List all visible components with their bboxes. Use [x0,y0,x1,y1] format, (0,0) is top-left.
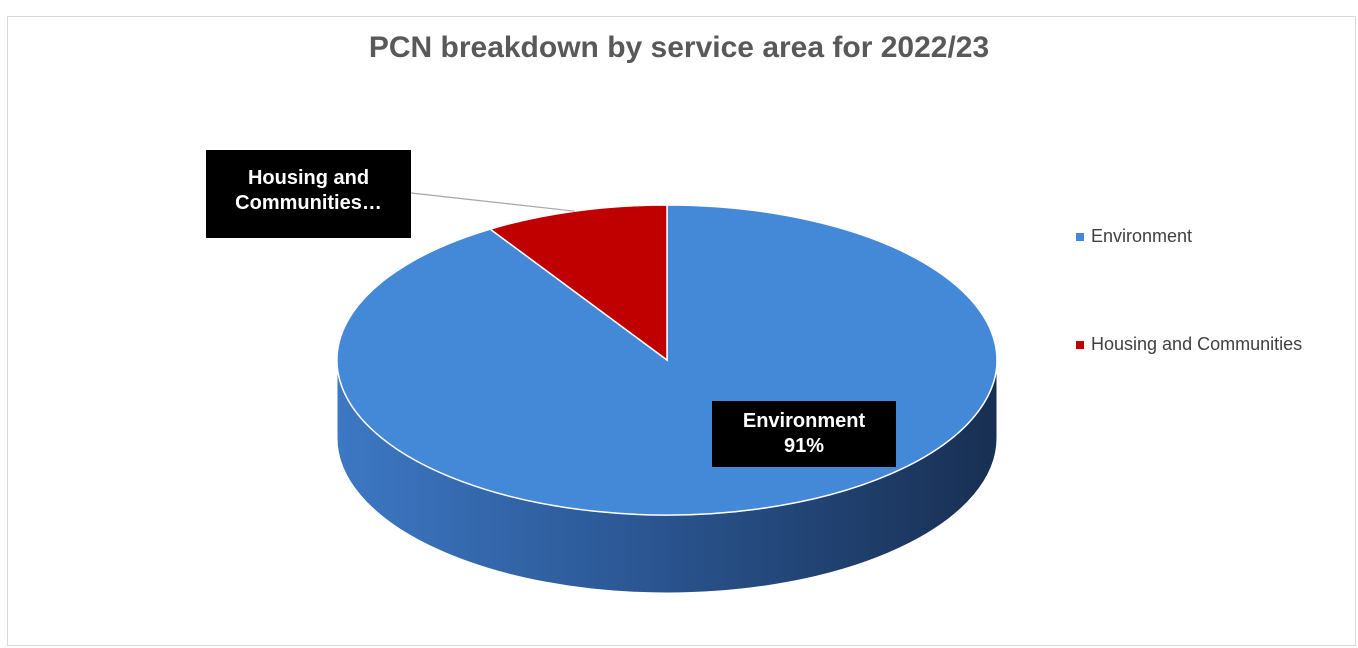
data-label-environment: Environment 91% [712,401,896,467]
leader-line [410,192,575,212]
data-label-environment-value: 91% [783,435,825,457]
legend-label-environment: Environment [1091,226,1193,246]
legend-swatch-environment [1076,233,1084,241]
data-label-housing-line2: Communities… [235,192,382,214]
legend-label-housing: Housing and Communities [1091,334,1303,354]
legend-swatch-housing [1076,341,1084,349]
data-label-housing: Housing and Communities… [206,150,411,238]
data-label-environment-name: Environment [742,410,866,432]
data-label-housing-line1: Housing and [247,167,370,189]
chart-title: PCN breakdown by service area for 2022/2… [368,31,990,64]
pie-slice-housing-and-communities[interactable] [488,204,668,362]
